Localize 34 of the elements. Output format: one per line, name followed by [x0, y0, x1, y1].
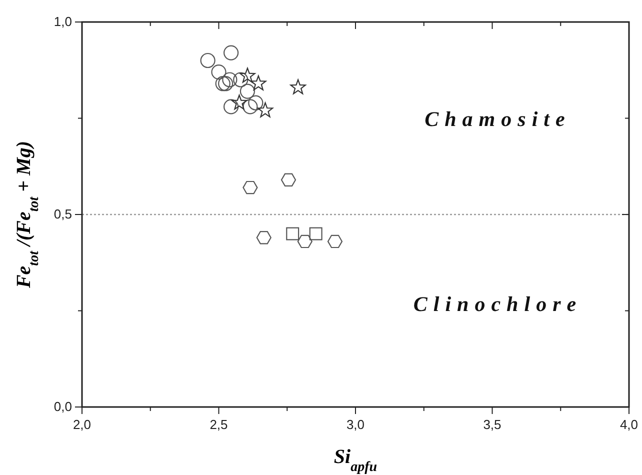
point	[257, 102, 274, 118]
x-tick-label: 3,5	[483, 417, 502, 432]
y-tick-label: 0,5	[54, 206, 72, 222]
point	[256, 230, 272, 244]
point	[290, 79, 306, 94]
point	[211, 64, 226, 80]
y-tick-label: 1,0	[54, 14, 72, 29]
point	[250, 75, 266, 90]
point	[231, 94, 248, 110]
point	[200, 52, 216, 68]
y-tick-label: 0,0	[54, 399, 72, 414]
point	[280, 173, 296, 186]
point	[222, 72, 238, 88]
point	[215, 76, 230, 92]
annotation: Clinochlore	[413, 292, 582, 316]
point	[242, 180, 258, 194]
point	[218, 76, 234, 92]
point	[224, 99, 239, 114]
point	[248, 95, 264, 110]
x-tick-label: 2,5	[210, 417, 228, 432]
point	[297, 234, 312, 248]
point	[224, 45, 239, 60]
point	[327, 234, 343, 248]
x-tick-label: 3,0	[346, 417, 365, 432]
point	[309, 227, 322, 240]
point	[286, 227, 300, 240]
x-tick-label: 4,0	[620, 417, 638, 432]
x-axis-title: Si$_{apfu}$	[334, 446, 378, 474]
point	[242, 99, 258, 114]
point	[240, 84, 256, 99]
point	[233, 72, 248, 88]
annotation: Chamosite	[424, 106, 571, 131]
point	[240, 68, 256, 83]
x-tick-label: 2,0	[72, 417, 92, 432]
